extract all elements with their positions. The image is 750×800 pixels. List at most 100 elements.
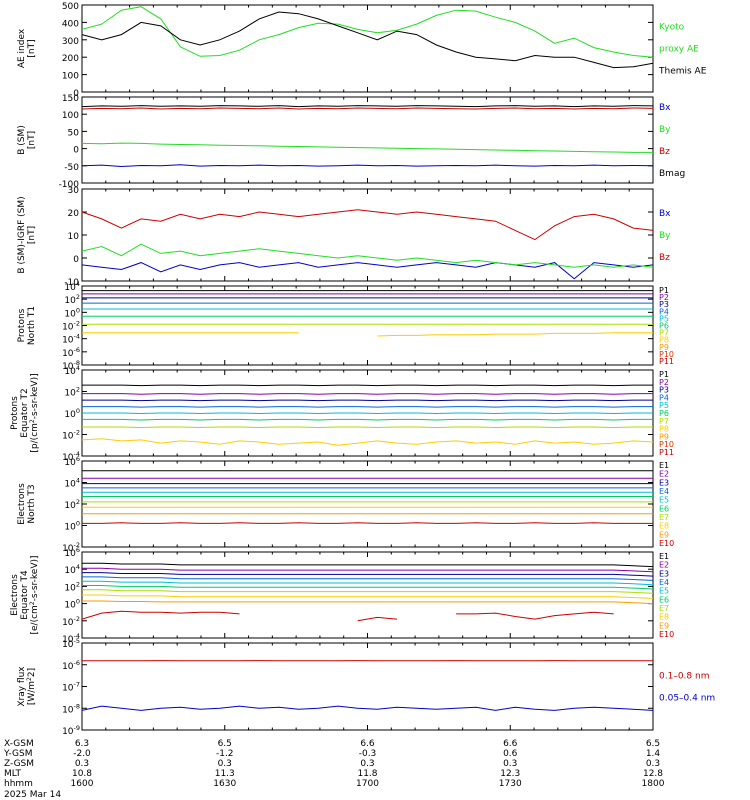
series-line-e10 — [81, 610, 614, 622]
legend-label: Bx — [659, 103, 671, 113]
ephemeris-value: 0.3 — [218, 759, 232, 769]
y-tick-label: 50 — [68, 128, 80, 138]
legend-label: E2 — [659, 561, 669, 570]
legend-label: Themis AE — [658, 67, 707, 77]
legend-label: P11 — [659, 448, 674, 457]
y-tick-label: 20 — [68, 209, 80, 219]
ephemeris-value: 0.6 — [503, 749, 518, 759]
ephemeris-value: -1.2 — [216, 749, 234, 759]
y-tick-label: 100 — [62, 72, 79, 82]
series-line-0-05-0-4-nm — [81, 705, 654, 711]
panel-frame — [81, 4, 654, 93]
legend-label: P5 — [659, 314, 669, 323]
y-axis-label: Protons — [10, 396, 20, 430]
series-line-themis-ae — [81, 11, 654, 69]
y-tick-label: 10-2 — [62, 429, 80, 442]
panel-ae: 0 100 200 300 400 500 AE index [nT] Kyoto proxy A… — [17, 2, 707, 99]
legend-label: P3 — [659, 386, 669, 395]
legend-label: P2 — [659, 293, 669, 302]
ephemeris-row-label: X-GSM — [4, 739, 34, 749]
y-tick-label: 0 — [73, 89, 79, 99]
legend-label: P1 — [659, 370, 669, 379]
ephemeris-value: 0.3 — [646, 759, 660, 769]
series-line-p3 — [82, 399, 653, 402]
y-tick-label: 100 — [64, 306, 80, 319]
y-axis-label: Equator T2 — [20, 388, 30, 437]
legend-label: P1 — [659, 286, 669, 295]
legend-label: P10 — [659, 350, 674, 359]
series-line-e7 — [82, 589, 654, 594]
legend-label: Bmag — [659, 169, 685, 179]
ephemeris-value: 1.4 — [646, 749, 661, 759]
ephemeris-value: 6.3 — [75, 739, 89, 749]
legend-label: P5 — [659, 401, 669, 410]
legend-label: 0.1–0.8 nm — [659, 672, 709, 682]
legend-label: P9 — [659, 432, 669, 441]
y-tick-label: 102 — [64, 386, 80, 399]
y-tick-label: 10-8 — [62, 702, 80, 715]
y-axis-label: North T3 — [27, 484, 37, 523]
legend-label: P10 — [659, 440, 674, 449]
series-line-e10 — [82, 522, 653, 524]
series-line-by — [81, 142, 653, 153]
series-line-e5 — [82, 580, 654, 586]
ephemeris-value: 1800 — [642, 779, 665, 789]
y-axis-label: [p/(cm2-s-sr-keV)] — [29, 373, 41, 452]
y-axis-label: Xray flux — [17, 666, 27, 707]
legend-label: E3 — [659, 569, 669, 578]
y-tick-label: 300 — [62, 37, 79, 47]
legend-label: P8 — [659, 425, 669, 434]
ephemeris-table: X-GSM 6.3 6.5 6.6 6.6 6.5 Y-GSM -2.0 -1.2 -0.3 0.6… — [3, 739, 665, 800]
y-tick-label: 100 — [64, 598, 80, 611]
legend-label: E9 — [659, 530, 669, 539]
legend-label: E4 — [659, 487, 669, 496]
series-line-p7 — [82, 426, 653, 429]
series-line-e2 — [82, 567, 654, 573]
y-axis-label: B (SM)-IGRF (SM) — [17, 196, 27, 273]
series-line-e9 — [82, 600, 654, 605]
ephemeris-value: 0.3 — [503, 759, 517, 769]
legend-label: P9 — [659, 343, 669, 352]
series-line-p8 — [82, 332, 653, 337]
legend-label: Kyoto — [659, 23, 685, 33]
legend-label: P6 — [659, 322, 669, 331]
y-tick-label: 104 — [64, 477, 80, 490]
series-line-bz — [81, 209, 654, 241]
legend-label: P6 — [659, 409, 669, 418]
series-line-p5 — [82, 412, 653, 415]
y-tick-label: 200 — [62, 54, 79, 64]
y-tick-label: 100 — [64, 520, 80, 533]
legend-label: P2 — [659, 378, 669, 387]
y-tick-label: 104 — [64, 563, 80, 576]
ephemeris-value: 0.3 — [360, 759, 374, 769]
series-line-bmag — [81, 105, 654, 108]
legend-label: Bx — [659, 209, 671, 219]
legend-label: E1 — [659, 461, 669, 470]
y-tick-label: 100 — [64, 407, 80, 420]
legend-label: E8 — [659, 613, 669, 622]
ephemeris-row-label: Z-GSM — [4, 759, 34, 769]
y-tick-label: 0 — [73, 255, 79, 265]
ephemeris-value: 10.8 — [72, 769, 92, 779]
panel-bigrf: -10 0 10 20 30 B (SM)-IGRF (SM) [nT] Bx By Bz — [17, 186, 671, 288]
legend-label: E1 — [659, 552, 669, 561]
ephemeris-value: 6.5 — [646, 739, 660, 749]
y-tick-label: 10 — [68, 232, 80, 242]
panel-bsm: -100 -50 0 50 100 150 B (SM) [nT] Bx By Bz Bmag — [17, 94, 685, 190]
y-tick-label: 500 — [62, 2, 79, 12]
series-line-p1 — [82, 384, 653, 387]
ephemeris-value: -0.3 — [359, 749, 377, 759]
y-tick-label: 10-2 — [62, 320, 80, 333]
legend-label: P8 — [659, 336, 669, 345]
legend-label: P3 — [659, 300, 669, 309]
ephemeris-row-label: Y-GSM — [3, 749, 32, 759]
legend-label: E3 — [659, 478, 669, 487]
y-tick-label: -50 — [64, 163, 79, 173]
y-axis-label: [nT] — [27, 39, 37, 57]
ephemeris-value: 11.8 — [357, 769, 377, 779]
series-line-e1 — [82, 562, 654, 568]
series-line-p2 — [82, 393, 653, 395]
